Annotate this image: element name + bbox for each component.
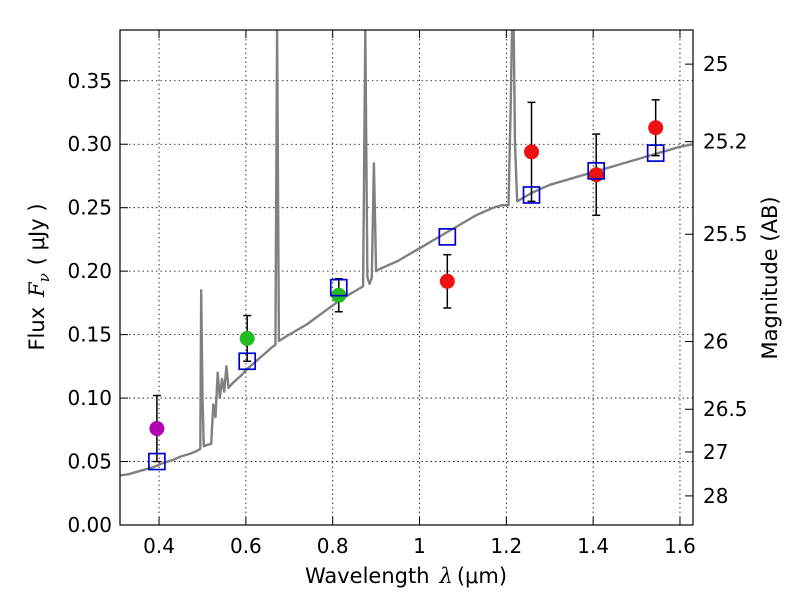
plot-frame [119, 29, 694, 526]
x-axis-label-unit: (μm) [457, 564, 507, 588]
x-tick-label: 0.6 [230, 534, 262, 558]
x-tick-label: 1.6 [664, 534, 696, 558]
y2-axis-label: Magnitude (AB) [758, 196, 782, 359]
x-tick-label: 0.4 [143, 534, 175, 558]
y2-tick-label: 25.2 [703, 130, 748, 154]
y-tick-label: 0.30 [67, 132, 112, 156]
x-tick-label: 1.2 [490, 534, 522, 558]
y-axis-label-symbol: F [25, 281, 49, 298]
x-axis-label-symbol: λ [439, 564, 453, 588]
x-axis-label-text: Wavelength [305, 564, 430, 588]
model-photometry-square [646, 144, 665, 162]
observed-point [524, 144, 540, 160]
y-tick-label: 0.35 [67, 69, 112, 93]
y2-tick-label: 26 [703, 330, 728, 354]
y2-tick-label: 27 [703, 440, 728, 464]
x-tick-label: 1 [413, 534, 426, 558]
model-photometry-square [438, 228, 457, 246]
observed-point [588, 167, 604, 183]
observed-point [439, 273, 455, 289]
model-photometry-square [329, 278, 348, 297]
y-tick-label: 0.15 [67, 323, 112, 347]
y2-tick-label: 25 [703, 52, 728, 76]
y-tick-label: 0.25 [67, 196, 112, 220]
x-axis-label: Wavelength λ (μm) [305, 564, 507, 588]
y-tick-label: 0.20 [67, 259, 112, 283]
y-axis-label-text: Flux [25, 307, 49, 351]
y-tick-label: 0.10 [67, 386, 112, 410]
model-photometry-square [148, 452, 166, 471]
model-photometry-square [238, 352, 257, 371]
axes-ticks: 0.4 0.6 0.8 1 1.2 1.4 1.6 0.00 0.05 0.10 0.15 0.20 0… [67, 30, 748, 558]
y-axis-label: Flux Fν ( μJy ) [25, 203, 53, 350]
x-tick-label: 0.8 [317, 534, 349, 558]
model-photometry-square [522, 186, 541, 204]
y-tick-label: 0.00 [67, 513, 112, 537]
y2-tick-label: 26.5 [703, 397, 748, 421]
y2-tick-label: 25.5 [703, 222, 748, 246]
y-axis-label-subscript: ν [35, 273, 53, 282]
plot-area [120, 30, 693, 477]
x-tick-label: 1.4 [577, 534, 609, 558]
model-photometry-square [587, 162, 606, 180]
observed-point [648, 120, 664, 136]
observed-point [239, 330, 255, 346]
observed-point [149, 421, 165, 437]
y-axis-label-unit: ( μJy ) [25, 203, 49, 265]
grid [120, 30, 693, 525]
y-tick-label: 0.05 [67, 450, 112, 474]
y2-tick-label: 28 [703, 484, 728, 508]
model-spectrum-line [120, 30, 693, 477]
